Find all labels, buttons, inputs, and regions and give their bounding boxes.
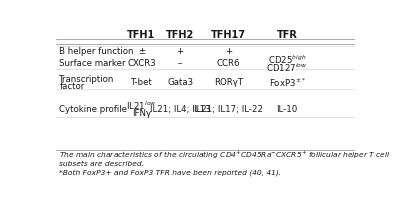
Text: CD127$^{low}$: CD127$^{low}$	[266, 62, 308, 74]
Text: Gata3: Gata3	[167, 78, 193, 87]
Text: Cytokine profile: Cytokine profile	[59, 105, 127, 114]
Text: CD25$^{high}$: CD25$^{high}$	[268, 53, 306, 66]
Text: B helper function: B helper function	[59, 48, 134, 56]
Text: IL21$^{low}$: IL21$^{low}$	[126, 100, 157, 112]
Text: Surface marker: Surface marker	[59, 59, 126, 68]
Text: T-bet: T-bet	[130, 78, 152, 87]
Text: IL21; IL17; IL-22: IL21; IL17; IL-22	[194, 105, 263, 114]
Text: +: +	[176, 48, 184, 56]
Text: RORγT: RORγT	[214, 78, 243, 87]
Text: *Both FoxP3+ and FoxP3 TFR have been reported (40, 41).: *Both FoxP3+ and FoxP3 TFR have been rep…	[59, 169, 282, 176]
Text: –: –	[178, 59, 182, 68]
Text: Transcription: Transcription	[59, 75, 115, 84]
Text: IL21; IL4; IL13: IL21; IL4; IL13	[150, 105, 210, 114]
Text: TFR: TFR	[277, 30, 298, 40]
Text: TFH1: TFH1	[127, 30, 156, 40]
Text: CXCR3: CXCR3	[127, 59, 156, 68]
Text: The main characteristics of the circulating CD4$^{+}$CD45Ra$^{-}$CXCR5$^{+}$ fol: The main characteristics of the circulat…	[59, 150, 391, 161]
Text: IFNγ: IFNγ	[132, 109, 151, 118]
Text: subsets are described.: subsets are described.	[59, 161, 144, 167]
Text: TFH2: TFH2	[166, 30, 194, 40]
Text: TFH17: TFH17	[211, 30, 246, 40]
Text: ±: ±	[138, 48, 145, 56]
Text: IL-10: IL-10	[276, 105, 298, 114]
Text: CCR6: CCR6	[216, 59, 240, 68]
Text: +: +	[225, 48, 232, 56]
Text: FoxP3$^{±*}$: FoxP3$^{±*}$	[268, 77, 306, 89]
Text: factor: factor	[59, 82, 84, 91]
